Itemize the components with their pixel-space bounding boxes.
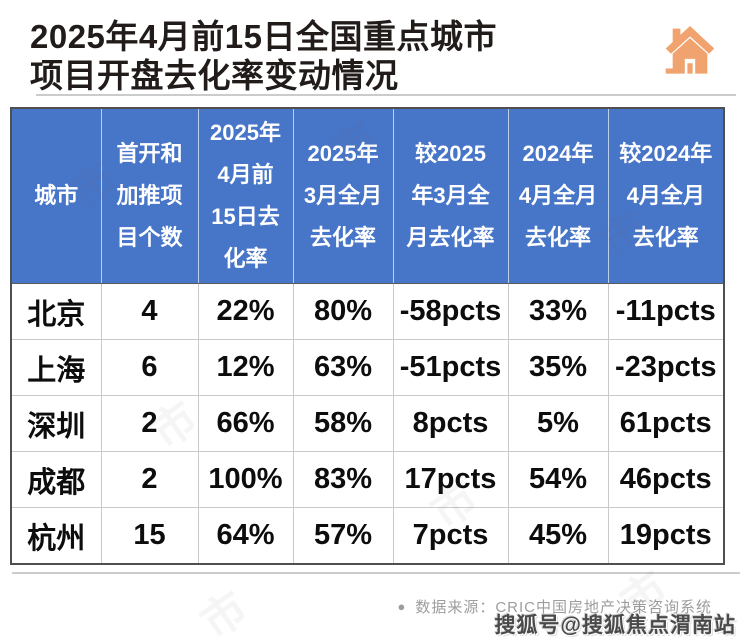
value-cell: 54%	[507, 451, 608, 508]
value-cell: 5%	[507, 395, 608, 452]
col-header-vs-apr-2024: 较2024年 4月全月 去化率	[607, 108, 724, 284]
city-cell: 杭州	[11, 507, 101, 564]
value-cell: 4	[100, 283, 198, 340]
page-title-line2: 项目开盘去化率变动情况	[30, 56, 399, 94]
col-header-vs-mar-2025: 较2025 年3月全 月去化率	[392, 108, 508, 284]
table-row-beijing: 北京 4 22% 80% -58pcts 33% -11pcts	[11, 283, 724, 340]
delta-cell: 46pcts	[607, 451, 724, 508]
col-header-mar-2025-rate: 2025年 3月全月 去化率	[292, 108, 393, 284]
value-cell: 2	[100, 451, 198, 508]
house-icon	[665, 26, 715, 74]
value-cell: 63%	[292, 339, 393, 396]
col-header-city: 城市	[11, 108, 101, 284]
value-cell: 45%	[507, 507, 608, 564]
footer-divider	[12, 572, 740, 574]
absorption-table: 城市 首开和 加推项 目个数 2025年 4月前 15日去 化率 2025年 3…	[10, 107, 725, 565]
table-row-chengdu: 成都 2 100% 83% 17pcts 54% 46pcts	[11, 451, 724, 508]
background-watermark: 市	[192, 582, 257, 642]
delta-cell: -23pcts	[607, 339, 724, 396]
delta-cell: 8pcts	[392, 395, 508, 452]
bullet-icon: ●	[397, 599, 407, 614]
table-row-hangzhou: 杭州 15 64% 57% 7pcts 45% 19pcts	[11, 507, 724, 564]
delta-cell: -58pcts	[392, 283, 508, 340]
value-cell: 22%	[197, 283, 293, 340]
city-cell: 北京	[11, 283, 101, 340]
value-cell: 83%	[292, 451, 393, 508]
value-cell: 64%	[197, 507, 293, 564]
delta-cell: 7pcts	[392, 507, 508, 564]
data-source-text: 数据来源：CRIC中国房地产决策咨询系统	[415, 599, 712, 616]
col-header-project-count: 首开和 加推项 目个数	[100, 108, 198, 284]
delta-cell: 19pcts	[607, 507, 724, 564]
table-row-shenzhen: 深圳 2 66% 58% 8pcts 5% 61pcts	[11, 395, 724, 452]
table-row-shanghai: 上海 6 12% 63% -51pcts 35% -23pcts	[11, 339, 724, 396]
delta-cell: -51pcts	[392, 339, 508, 396]
page-title-line1: 2025年4月前15日全国重点城市	[30, 18, 497, 55]
value-cell: 6	[100, 339, 198, 396]
value-cell: 33%	[507, 283, 608, 340]
value-cell: 12%	[197, 339, 293, 396]
city-cell: 深圳	[11, 395, 101, 452]
page-title: 2025年4月前15日全国重点城市 项目开盘去化率变动情况	[30, 18, 497, 96]
city-cell: 成都	[11, 451, 101, 508]
col-header-apr-2024-rate: 2024年 4月全月 去化率	[507, 108, 608, 284]
data-source-line: ● 数据来源：CRIC中国房地产决策咨询系统	[397, 596, 712, 617]
sohu-watermark-badge: 搜狐号@搜狐焦点渭南站	[494, 614, 736, 637]
value-cell: 2	[100, 395, 198, 452]
value-cell: 58%	[292, 395, 393, 452]
value-cell: 57%	[292, 507, 393, 564]
value-cell: 15	[100, 507, 198, 564]
value-cell: 35%	[507, 339, 608, 396]
col-header-apr15-2025-rate: 2025年 4月前 15日去 化率	[197, 108, 293, 284]
value-cell: 100%	[197, 451, 293, 508]
table-header-row: 城市 首开和 加推项 目个数 2025年 4月前 15日去 化率 2025年 3…	[11, 108, 724, 284]
city-cell: 上海	[11, 339, 101, 396]
title-divider	[36, 94, 736, 96]
delta-cell: 17pcts	[392, 451, 508, 508]
value-cell: 66%	[197, 395, 293, 452]
value-cell: 80%	[292, 283, 393, 340]
delta-cell: 61pcts	[607, 395, 724, 452]
delta-cell: -11pcts	[607, 283, 724, 340]
